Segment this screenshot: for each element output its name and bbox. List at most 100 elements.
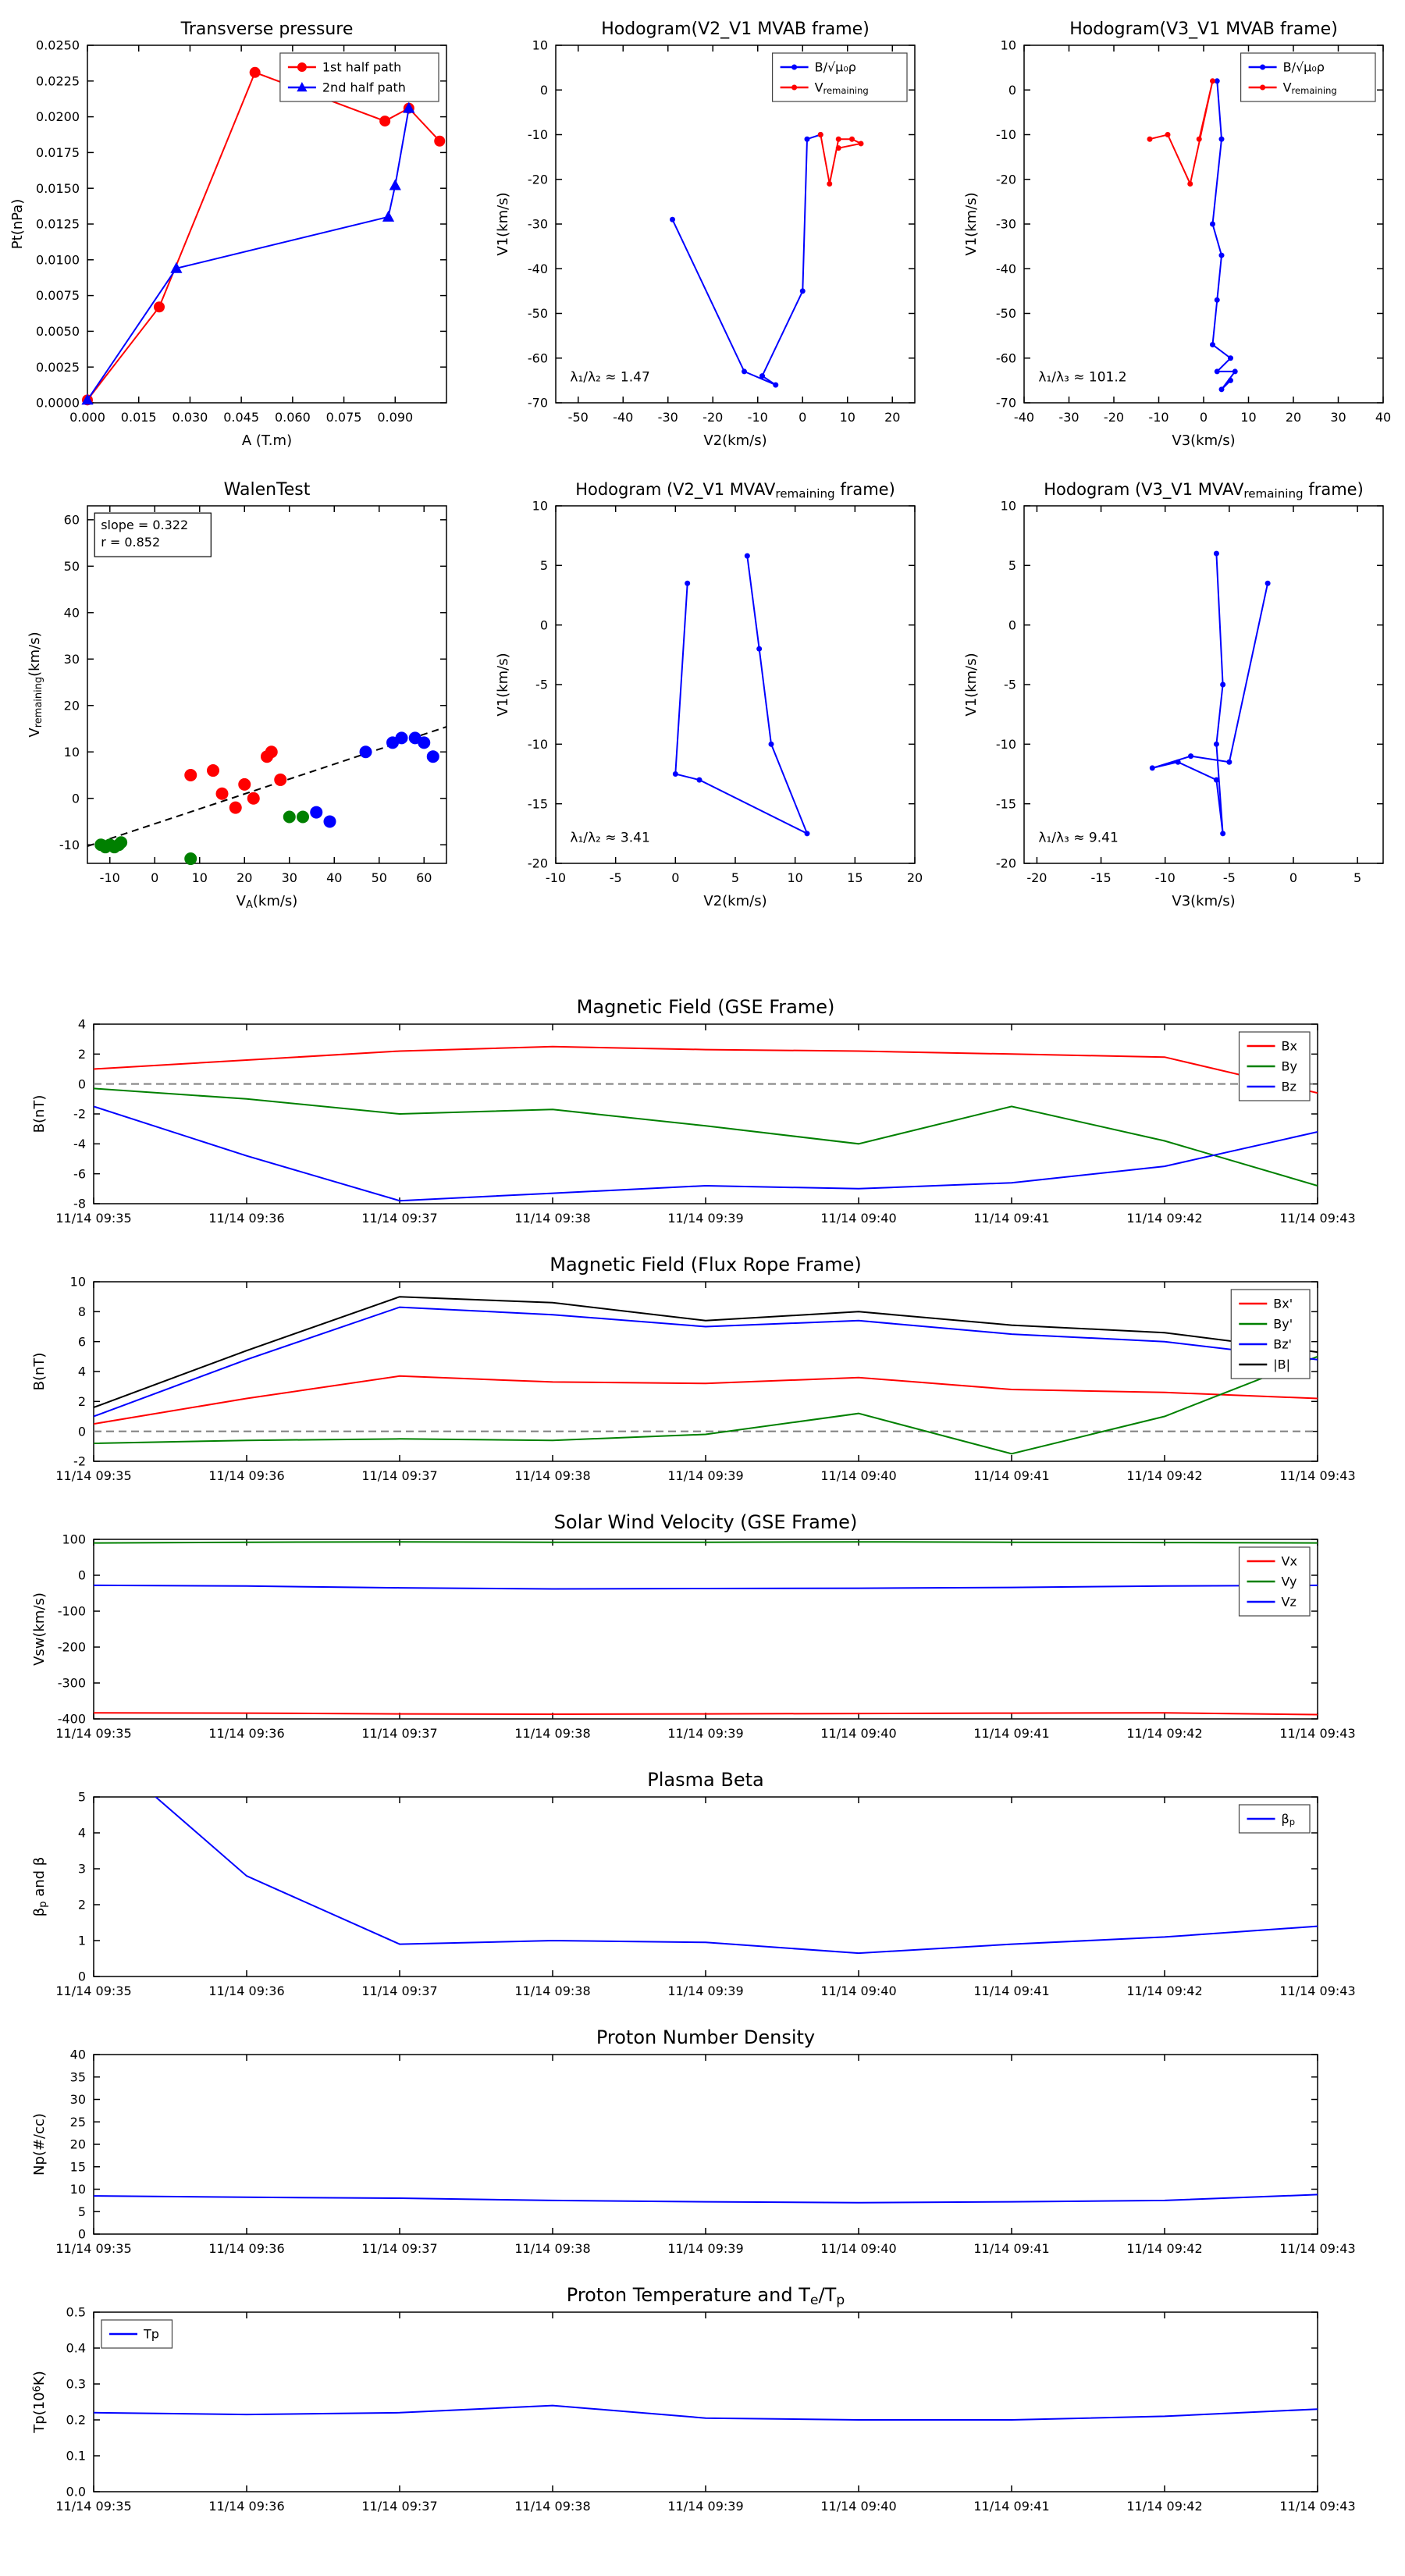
svg-text:Magnetic Field (Flux Rope Fram: Magnetic Field (Flux Rope Frame) — [550, 1254, 861, 1276]
svg-text:By': By' — [1273, 1317, 1293, 1332]
svg-text:-10: -10 — [996, 737, 1016, 752]
svg-text:25: 25 — [70, 2115, 86, 2129]
chart-plasma-beta: 11/14 09:35 11/14 09:36 11/14 09:37 11/14 0… — [0, 1764, 1405, 2022]
svg-text:10: 10 — [1001, 38, 1016, 53]
svg-text:1st half path: 1st half path — [322, 60, 401, 75]
svg-text:-10: -10 — [100, 870, 120, 885]
svg-text:V1(km/s): V1(km/s) — [963, 192, 980, 255]
svg-text:11/14 09:37: 11/14 09:37 — [361, 1468, 437, 1483]
svg-text:Vx: Vx — [1282, 1554, 1297, 1569]
svg-text:-5: -5 — [1004, 678, 1016, 692]
svg-text:10: 10 — [192, 870, 208, 885]
svg-text:11/14 09:38: 11/14 09:38 — [514, 2499, 590, 2514]
svg-text:Vy: Vy — [1282, 1574, 1297, 1589]
svg-text:0: 0 — [78, 1076, 86, 1091]
svg-text:-6: -6 — [73, 1166, 86, 1181]
svg-text:35: 35 — [70, 2069, 86, 2084]
svg-text:10: 10 — [787, 870, 802, 885]
svg-text:-15: -15 — [1091, 870, 1112, 885]
svg-text:0.0250: 0.0250 — [36, 38, 80, 53]
svg-text:30: 30 — [282, 870, 297, 885]
svg-text:30: 30 — [70, 2092, 86, 2107]
svg-text:40: 40 — [1375, 410, 1391, 425]
svg-text:B(nT): B(nT) — [31, 1095, 48, 1133]
svg-text:-10: -10 — [996, 127, 1016, 142]
svg-text:Bx': Bx' — [1273, 1297, 1293, 1311]
svg-text:-50: -50 — [996, 306, 1016, 321]
chart-hodogram-v2v1-mvav: -10 -5 0 5 10 15 20 -20 -15 -10 -5 0 5 10 Hodogram (V2… — [468, 461, 937, 921]
svg-text:2: 2 — [78, 1047, 86, 1062]
svg-text:10: 10 — [840, 410, 855, 425]
svg-text:5: 5 — [1353, 870, 1361, 885]
svg-text:-5: -5 — [610, 870, 622, 885]
svg-text:0: 0 — [1008, 617, 1016, 632]
svg-text:Vremaining(km/s): Vremaining(km/s) — [27, 632, 44, 737]
svg-text:11/14 09:39: 11/14 09:39 — [667, 2241, 743, 2256]
svg-text:0.0150: 0.0150 — [36, 181, 80, 196]
svg-text:-100: -100 — [58, 1604, 86, 1619]
svg-text:11/14 09:36: 11/14 09:36 — [208, 2499, 284, 2514]
svg-text:11/14 09:43: 11/14 09:43 — [1279, 1984, 1355, 1998]
svg-text:50: 50 — [64, 559, 80, 574]
svg-text:V1(km/s): V1(km/s) — [963, 653, 980, 716]
svg-text:Bz: Bz — [1282, 1080, 1297, 1094]
svg-text:11/14 09:40: 11/14 09:40 — [820, 1984, 896, 1998]
svg-text:11/14 09:36: 11/14 09:36 — [208, 1468, 284, 1483]
svg-text:-8: -8 — [73, 1197, 86, 1212]
svg-text:Hodogram(V3_V1 MVAB frame): Hodogram(V3_V1 MVAB frame) — [1069, 20, 1338, 39]
svg-text:0: 0 — [799, 410, 806, 425]
svg-text:5: 5 — [540, 558, 548, 573]
svg-text:By: By — [1282, 1059, 1297, 1074]
svg-text:60: 60 — [416, 870, 432, 885]
svg-text:5: 5 — [731, 870, 739, 885]
svg-text:-20: -20 — [1026, 870, 1047, 885]
svg-text:Tp: Tp — [143, 2327, 159, 2342]
svg-text:11/14 09:37: 11/14 09:37 — [361, 2499, 437, 2514]
svg-text:-200: -200 — [58, 1640, 86, 1655]
svg-text:10: 10 — [532, 38, 548, 53]
chart-hodogram-v3v1-mvav: -20 -15 -10 -5 0 5 -20 -15 -10 -5 0 5 10 Hodogram (V3… — [937, 461, 1405, 921]
svg-text:3: 3 — [78, 1862, 86, 1877]
svg-text:15: 15 — [847, 870, 863, 885]
svg-text:-400: -400 — [58, 1712, 86, 1727]
svg-text:6: 6 — [78, 1334, 86, 1349]
svg-text:-10: -10 — [748, 410, 768, 425]
svg-text:Hodogram(V2_V1 MVAB frame): Hodogram(V2_V1 MVAB frame) — [601, 20, 870, 39]
svg-text:11/14 09:36: 11/14 09:36 — [208, 1984, 284, 1998]
svg-text:11/14 09:43: 11/14 09:43 — [1279, 1468, 1355, 1483]
svg-text:10: 10 — [1001, 499, 1016, 514]
svg-text:0: 0 — [540, 83, 548, 98]
svg-text:0.0: 0.0 — [66, 2485, 86, 2500]
svg-text:0.015: 0.015 — [121, 410, 157, 425]
svg-text:0: 0 — [78, 2227, 86, 2242]
svg-text:0.045: 0.045 — [223, 410, 259, 425]
svg-text:5: 5 — [78, 1790, 86, 1805]
svg-text:11/14 09:41: 11/14 09:41 — [973, 1468, 1049, 1483]
svg-text:4: 4 — [78, 1364, 86, 1379]
svg-text:20: 20 — [237, 870, 252, 885]
svg-text:Hodogram (V2_V1 MVAVremaining: Hodogram (V2_V1 MVAVremaining frame) — [575, 480, 895, 500]
chart-proton-temperature: 11/14 09:35 11/14 09:36 11/14 09:37 11/14 0… — [0, 2279, 1405, 2537]
svg-text:11/14 09:41: 11/14 09:41 — [973, 1211, 1049, 1226]
svg-text:0.5: 0.5 — [66, 2305, 86, 2320]
svg-text:0.075: 0.075 — [326, 410, 362, 425]
svg-text:0.0225: 0.0225 — [36, 73, 80, 88]
svg-text:-2: -2 — [73, 1454, 86, 1469]
svg-text:50: 50 — [372, 870, 387, 885]
svg-text:11/14 09:43: 11/14 09:43 — [1279, 2499, 1355, 2514]
svg-text:Magnetic Field (GSE Frame): Magnetic Field (GSE Frame) — [577, 996, 835, 1018]
svg-text:11/14 09:35: 11/14 09:35 — [55, 1984, 131, 1998]
svg-text:0: 0 — [78, 1424, 86, 1439]
svg-text:-5: -5 — [1223, 870, 1236, 885]
svg-text:11/14 09:36: 11/14 09:36 — [208, 1726, 284, 1741]
svg-text:-40: -40 — [613, 410, 633, 425]
svg-text:0.060: 0.060 — [275, 410, 311, 425]
svg-text:B(nT): B(nT) — [31, 1353, 48, 1391]
svg-text:-20: -20 — [528, 856, 548, 871]
svg-text:8: 8 — [78, 1304, 86, 1319]
svg-text:Hodogram (V3_V1 MVAVremaining: Hodogram (V3_V1 MVAVremaining frame) — [1044, 480, 1364, 500]
svg-text:20: 20 — [1286, 410, 1301, 425]
svg-text:-30: -30 — [528, 217, 548, 232]
svg-text:11/14 09:38: 11/14 09:38 — [514, 2241, 590, 2256]
svg-text:11/14 09:40: 11/14 09:40 — [820, 1468, 896, 1483]
